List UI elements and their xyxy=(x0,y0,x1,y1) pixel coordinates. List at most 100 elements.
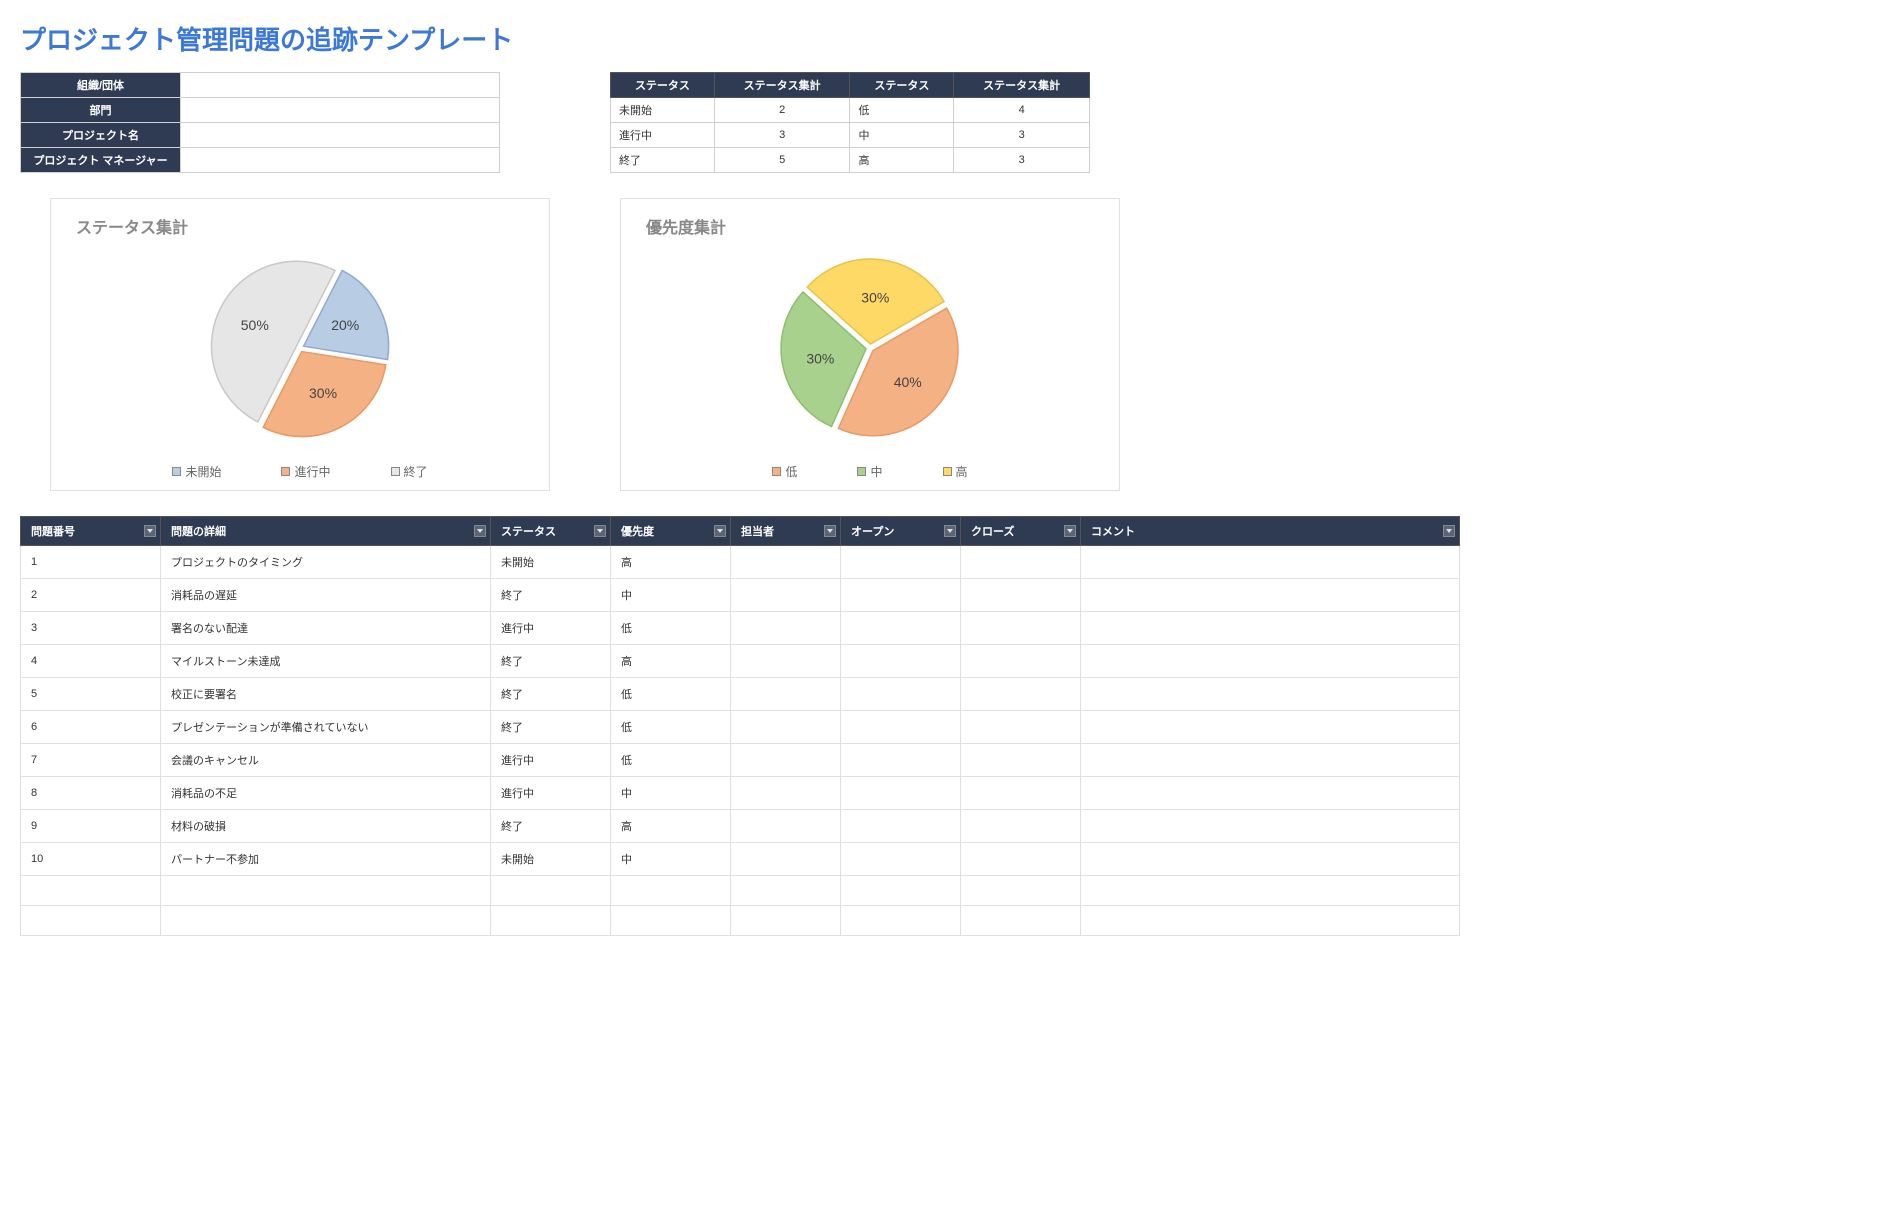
issues-cell[interactable] xyxy=(731,843,841,876)
issues-cell[interactable]: 未開始 xyxy=(491,843,611,876)
issues-cell[interactable] xyxy=(961,711,1081,744)
issues-cell[interactable] xyxy=(1081,645,1460,678)
issues-cell[interactable]: 進行中 xyxy=(491,777,611,810)
issues-cell[interactable]: 3 xyxy=(21,612,161,645)
info-value[interactable] xyxy=(181,98,500,123)
issues-cell[interactable] xyxy=(731,906,841,936)
issues-header[interactable]: クローズ xyxy=(961,517,1081,546)
issues-cell[interactable] xyxy=(1081,546,1460,579)
issues-cell[interactable] xyxy=(961,744,1081,777)
issues-cell[interactable]: プロジェクトのタイミング xyxy=(161,546,491,579)
issues-cell[interactable]: 5 xyxy=(21,678,161,711)
issues-cell[interactable]: 6 xyxy=(21,711,161,744)
issues-cell[interactable]: 低 xyxy=(611,711,731,744)
issues-cell[interactable] xyxy=(841,777,961,810)
issues-cell[interactable]: 署名のない配達 xyxy=(161,612,491,645)
issues-cell[interactable] xyxy=(731,612,841,645)
issues-cell[interactable]: 進行中 xyxy=(491,612,611,645)
issues-cell[interactable]: 進行中 xyxy=(491,744,611,777)
issues-cell[interactable] xyxy=(731,645,841,678)
issues-cell[interactable]: 4 xyxy=(21,645,161,678)
issues-cell[interactable] xyxy=(961,612,1081,645)
filter-dropdown-icon[interactable] xyxy=(714,525,726,537)
issues-cell[interactable] xyxy=(961,876,1081,906)
filter-dropdown-icon[interactable] xyxy=(144,525,156,537)
filter-dropdown-icon[interactable] xyxy=(824,525,836,537)
issues-cell[interactable] xyxy=(961,906,1081,936)
issues-header[interactable]: 優先度 xyxy=(611,517,731,546)
issues-cell[interactable]: 10 xyxy=(21,843,161,876)
filter-dropdown-icon[interactable] xyxy=(594,525,606,537)
issues-cell[interactable] xyxy=(491,876,611,906)
issues-cell[interactable] xyxy=(1081,612,1460,645)
issues-header[interactable]: 担当者 xyxy=(731,517,841,546)
issues-cell[interactable] xyxy=(731,579,841,612)
issues-cell[interactable] xyxy=(731,711,841,744)
issues-cell[interactable] xyxy=(841,906,961,936)
issues-header[interactable]: 問題番号 xyxy=(21,517,161,546)
issues-cell[interactable]: 7 xyxy=(21,744,161,777)
issues-cell[interactable]: パートナー不参加 xyxy=(161,843,491,876)
issues-cell[interactable]: 中 xyxy=(611,579,731,612)
filter-dropdown-icon[interactable] xyxy=(1443,525,1455,537)
issues-cell[interactable]: 校正に要署名 xyxy=(161,678,491,711)
filter-dropdown-icon[interactable] xyxy=(944,525,956,537)
issues-cell[interactable] xyxy=(961,645,1081,678)
issues-cell[interactable] xyxy=(961,777,1081,810)
info-value[interactable] xyxy=(181,123,500,148)
issues-cell[interactable] xyxy=(1081,678,1460,711)
issues-cell[interactable]: 8 xyxy=(21,777,161,810)
issues-cell[interactable]: 会議のキャンセル xyxy=(161,744,491,777)
issues-cell[interactable]: 高 xyxy=(611,645,731,678)
issues-cell[interactable] xyxy=(1081,744,1460,777)
issues-cell[interactable] xyxy=(961,546,1081,579)
issues-cell[interactable]: 低 xyxy=(611,744,731,777)
issues-cell[interactable] xyxy=(841,678,961,711)
issues-cell[interactable] xyxy=(961,678,1081,711)
info-value[interactable] xyxy=(181,148,500,173)
issues-cell[interactable] xyxy=(841,744,961,777)
issues-cell[interactable]: 終了 xyxy=(491,810,611,843)
issues-header[interactable]: ステータス xyxy=(491,517,611,546)
info-value[interactable] xyxy=(181,73,500,98)
issues-cell[interactable]: 終了 xyxy=(491,579,611,612)
issues-cell[interactable]: プレゼンテーションが準備されていない xyxy=(161,711,491,744)
issues-cell[interactable] xyxy=(841,876,961,906)
issues-cell[interactable] xyxy=(731,546,841,579)
issues-cell[interactable] xyxy=(21,876,161,906)
issues-cell[interactable]: 終了 xyxy=(491,645,611,678)
issues-cell[interactable]: 9 xyxy=(21,810,161,843)
issues-cell[interactable] xyxy=(841,579,961,612)
issues-cell[interactable]: 1 xyxy=(21,546,161,579)
issues-cell[interactable] xyxy=(841,546,961,579)
issues-cell[interactable] xyxy=(1081,579,1460,612)
issues-cell[interactable] xyxy=(611,876,731,906)
issues-cell[interactable]: 終了 xyxy=(491,711,611,744)
issues-cell[interactable]: 材料の破損 xyxy=(161,810,491,843)
issues-cell[interactable] xyxy=(491,906,611,936)
issues-cell[interactable] xyxy=(961,810,1081,843)
issues-header[interactable]: オープン xyxy=(841,517,961,546)
issues-cell[interactable] xyxy=(961,843,1081,876)
issues-cell[interactable] xyxy=(21,906,161,936)
issues-cell[interactable] xyxy=(841,645,961,678)
issues-cell[interactable] xyxy=(841,810,961,843)
issues-cell[interactable] xyxy=(611,906,731,936)
issues-cell[interactable]: 未開始 xyxy=(491,546,611,579)
issues-cell[interactable] xyxy=(161,906,491,936)
issues-cell[interactable]: 高 xyxy=(611,810,731,843)
issues-cell[interactable]: 終了 xyxy=(491,678,611,711)
issues-cell[interactable]: 中 xyxy=(611,777,731,810)
issues-cell[interactable] xyxy=(731,810,841,843)
filter-dropdown-icon[interactable] xyxy=(474,525,486,537)
issues-cell[interactable]: 消耗品の遅延 xyxy=(161,579,491,612)
issues-cell[interactable] xyxy=(1081,843,1460,876)
issues-cell[interactable] xyxy=(841,711,961,744)
issues-header[interactable]: 問題の詳細 xyxy=(161,517,491,546)
issues-cell[interactable] xyxy=(731,876,841,906)
issues-cell[interactable] xyxy=(161,876,491,906)
issues-cell[interactable]: 高 xyxy=(611,546,731,579)
issues-cell[interactable]: 2 xyxy=(21,579,161,612)
issues-cell[interactable] xyxy=(841,612,961,645)
issues-cell[interactable] xyxy=(1081,810,1460,843)
